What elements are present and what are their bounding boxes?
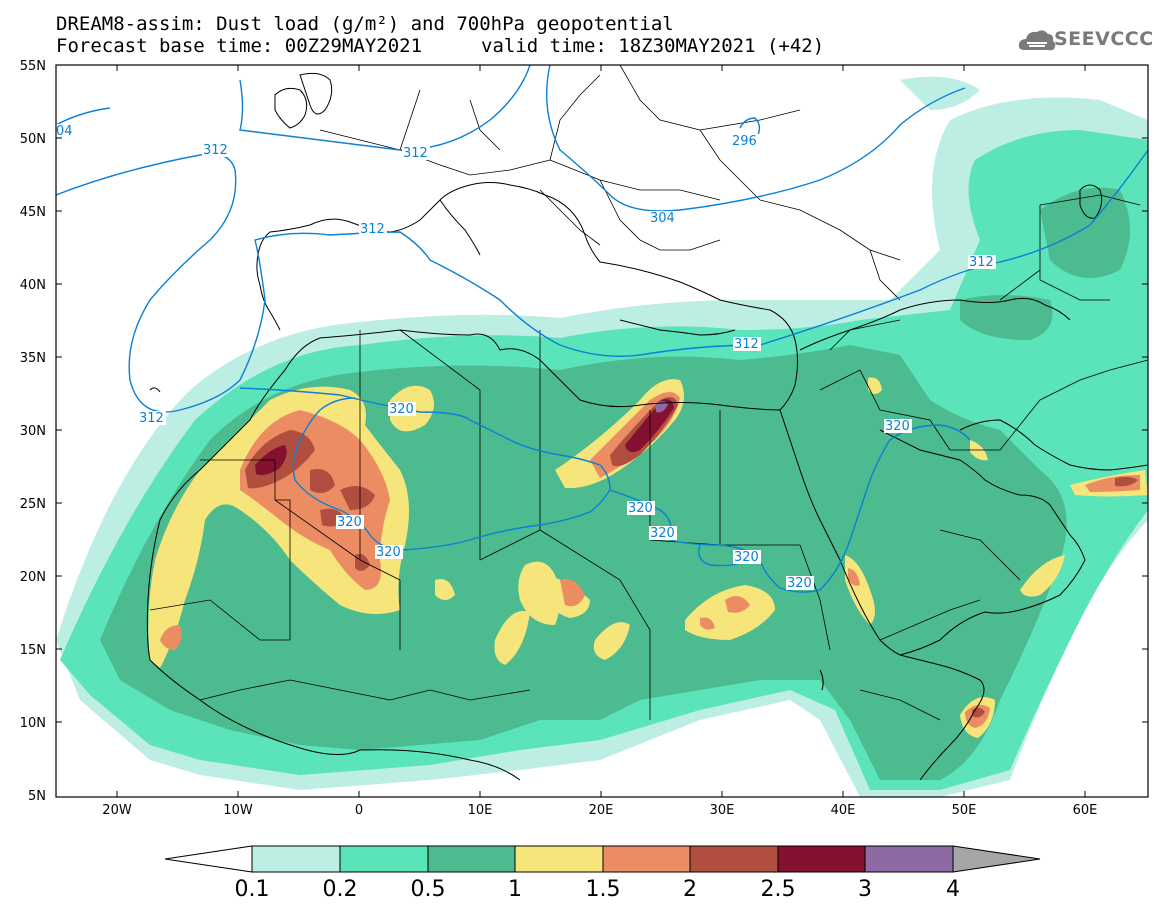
colorbar-swatch [603, 846, 690, 872]
lon-label: 10E [468, 803, 493, 818]
lat-label: 30N [20, 424, 46, 439]
lat-label: 55N [20, 59, 46, 74]
contour-label: 320 [628, 501, 653, 516]
contour-label: 320 [389, 402, 414, 417]
lon-label: 20E [589, 803, 614, 818]
lon-label: 50E [952, 803, 977, 818]
map-frame [55, 64, 1149, 798]
lat-label: 5N [28, 789, 46, 804]
colorbar-label: 3 [858, 877, 872, 902]
colorbar-label: 1 [508, 877, 522, 902]
logo-text: SEEVCCC [1054, 28, 1154, 50]
dust-map: 04 312 312 312 296 304 312 312 312 320 3… [20, 59, 1149, 818]
lat-label: 50N [20, 132, 46, 147]
contour-label: 312 [969, 255, 994, 270]
contour-label: 312 [203, 143, 228, 158]
colorbar-swatch [690, 846, 778, 872]
colorbar-label: 2.5 [761, 877, 796, 902]
contour-label: 04 [56, 124, 73, 139]
lat-label: 40N [20, 278, 46, 293]
chart-subtitle: Forecast base time: 00Z29MAY2021 valid ti… [56, 35, 824, 57]
colorbar-label: 0.1 [235, 877, 270, 902]
contour-label: 320 [376, 545, 401, 560]
lon-label: 10W [223, 803, 253, 818]
contour-label: 312 [360, 222, 385, 237]
colorbar-over-arrow [953, 846, 1040, 872]
colorbar-swatch [515, 846, 603, 872]
colorbar-swatch [778, 846, 865, 872]
colorbar-swatches [164, 845, 1041, 873]
colorbar-under-arrow [164, 845, 253, 873]
contour-label: 320 [650, 526, 675, 541]
lat-labels: 55N 50N 45N 40N 35N 30N 25N 20N 15N 10N … [20, 59, 46, 804]
lat-label: 10N [20, 716, 46, 731]
contour-label: 312 [139, 411, 164, 426]
colorbar-label: 0.5 [411, 877, 446, 902]
lat-label: 35N [20, 351, 46, 366]
contour-label: 320 [337, 515, 362, 530]
contour-label: 312 [403, 146, 428, 161]
geopotential-contours [56, 65, 1148, 593]
lon-labels: 20W 10W 0 10E 20E 30E 40E 50E 60E [102, 803, 1097, 818]
valid-time: valid time: 18Z30MAY2021 (+42) [481, 35, 825, 57]
colorbar-swatch [340, 846, 428, 872]
lon-label: 0 [355, 803, 363, 818]
dust-layer-3 [655, 401, 668, 413]
colorbar-label: 1.5 [586, 877, 621, 902]
colorbar-labels: 0.1 0.2 0.5 1 1.5 2 2.5 3 4 [235, 877, 961, 902]
colorbar-label: 2 [683, 877, 697, 902]
lon-label: 30E [710, 803, 735, 818]
cloud-icon [1018, 30, 1056, 51]
colorbar-label: 0.2 [323, 877, 358, 902]
lon-axis [116, 65, 1086, 797]
lat-label: 15N [20, 643, 46, 658]
country-borders [149, 65, 1148, 721]
lon-label: 20W [102, 803, 132, 818]
colorbar-swatch [252, 846, 340, 872]
contour-label: 312 [734, 337, 759, 352]
contour-label: 296 [732, 134, 757, 149]
chart-title: DREAM8-assim: Dust load (g/m²) and 700hP… [56, 13, 674, 35]
colorbar-swatch [428, 846, 515, 872]
colorbar-label: 4 [946, 877, 960, 902]
lon-label: 60E [1073, 803, 1098, 818]
lat-label: 45N [20, 205, 46, 220]
lat-label: 25N [20, 497, 46, 512]
contour-labels: 04 312 312 312 296 304 312 312 312 320 3… [56, 124, 996, 591]
contour-label: 304 [650, 211, 675, 226]
contour-label: 320 [787, 576, 812, 591]
colorbar-swatch [865, 846, 953, 872]
lat-label: 20N [20, 570, 46, 585]
forecast-base-time: Forecast base time: 00Z29MAY2021 [56, 35, 423, 57]
contour-label: 320 [734, 550, 759, 565]
lat-axis [56, 64, 1148, 723]
lon-label: 40E [831, 803, 856, 818]
contour-label: 320 [885, 419, 910, 434]
